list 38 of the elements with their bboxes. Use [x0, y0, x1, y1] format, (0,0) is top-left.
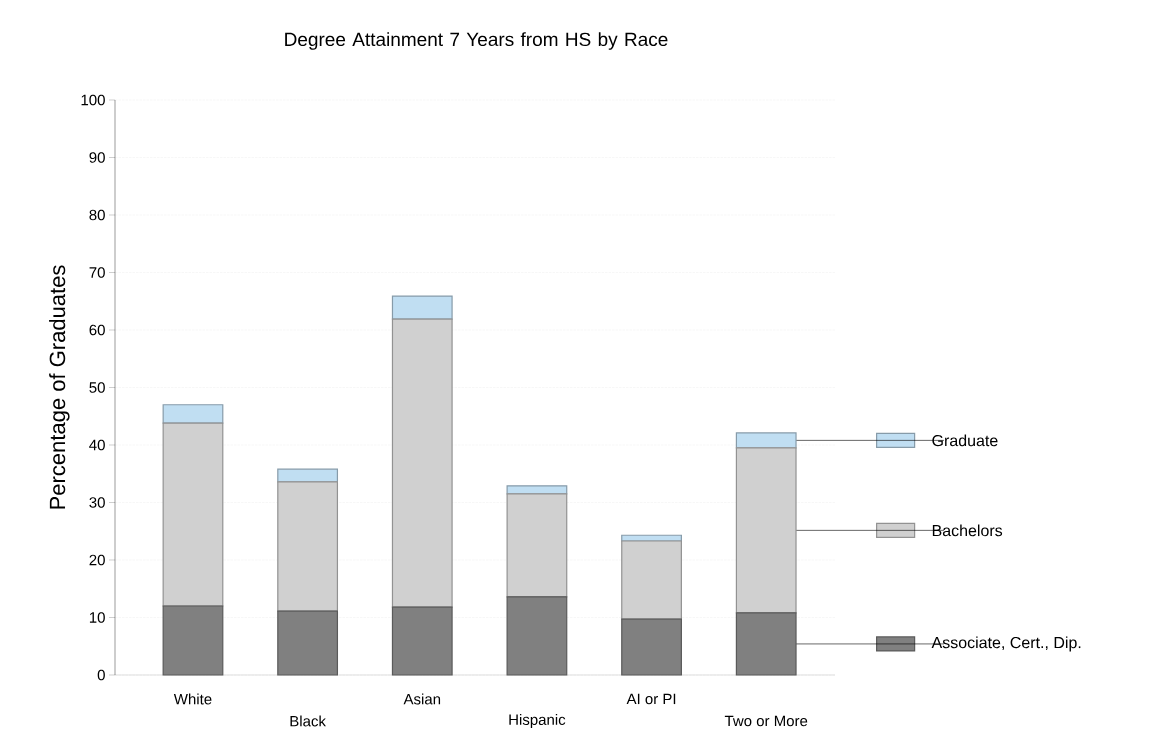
x-tick-label: Hispanic	[509, 713, 566, 728]
y-tick-label: 0	[97, 669, 105, 681]
x-tick-label: Asian	[403, 693, 441, 705]
x-tick-label: AI or PI	[626, 693, 676, 705]
bar	[277, 481, 339, 612]
y-tick-label: 50	[89, 382, 105, 393]
y-tick-label: 60	[89, 324, 105, 336]
legend-label: Graduate	[932, 434, 998, 447]
bar	[735, 612, 797, 676]
bar	[162, 404, 224, 424]
bar	[506, 493, 568, 598]
bar	[391, 295, 453, 320]
bar	[277, 610, 339, 676]
legend-label: Associate, Cert., Dip.	[931, 636, 1081, 652]
bar	[391, 606, 453, 676]
bar	[621, 540, 682, 620]
y-tick-label: 80	[89, 209, 105, 221]
y-tick-label: 70	[89, 267, 105, 278]
y-tick-label: 100	[81, 94, 105, 106]
y-tick-label: 20	[89, 554, 105, 566]
bar	[506, 596, 568, 676]
bar	[735, 432, 797, 449]
bar	[735, 447, 797, 614]
x-tick-label: Two or More	[724, 715, 808, 727]
y-tick-label: 10	[89, 612, 105, 623]
x-tick-label: White	[173, 693, 212, 705]
y-tick-label: 30	[89, 497, 105, 508]
bar	[162, 422, 224, 607]
y-tick-label: 40	[89, 439, 105, 451]
legend-label: Bachelors	[932, 524, 1003, 537]
bar	[621, 618, 682, 676]
chart-title: Degree Attainment 7 Years from HS by Race	[285, 32, 668, 50]
bar	[391, 318, 453, 608]
y-tick-label: 90	[89, 152, 105, 163]
bar	[162, 605, 224, 676]
bar	[277, 468, 339, 483]
y-axis-title: Percentage of Graduates	[49, 265, 70, 509]
x-tick-label: Black	[290, 715, 326, 727]
